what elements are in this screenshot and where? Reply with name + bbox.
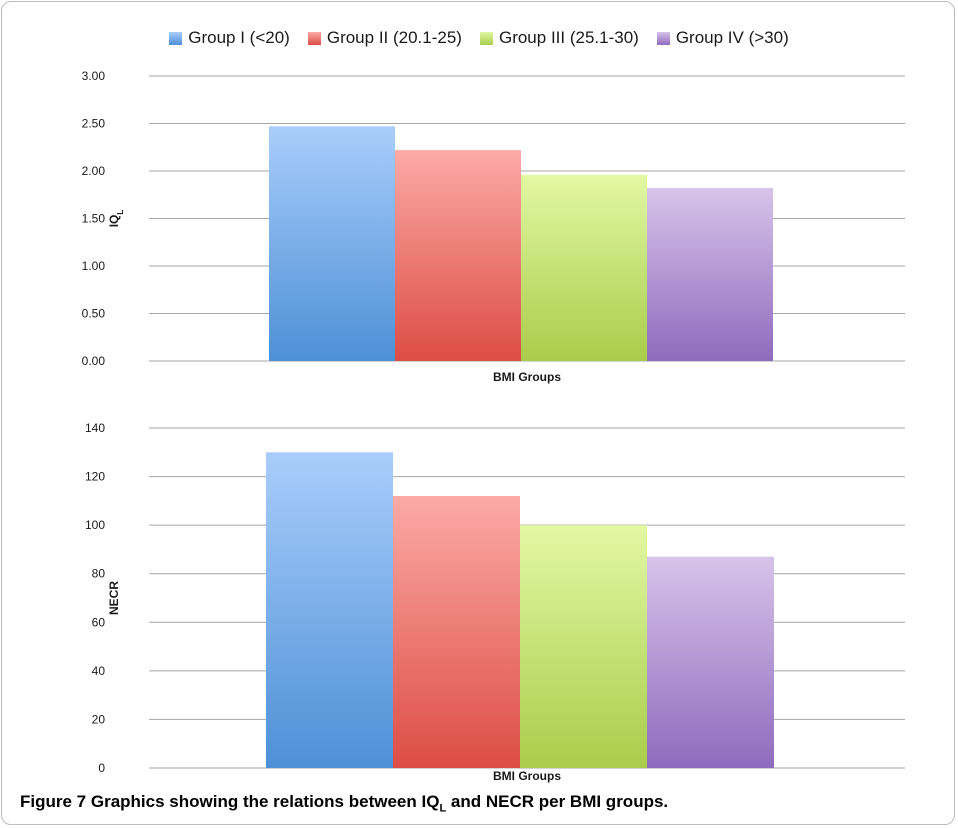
legend-swatch <box>169 31 183 45</box>
caption-text-after: and NECR per BMI groups. <box>450 792 669 811</box>
bar-2 <box>393 496 520 768</box>
y-tick-label: 1.00 <box>82 259 106 273</box>
legend-label: Group I (<20) <box>188 28 290 47</box>
caption-subscript: L <box>439 802 447 815</box>
y-tick-label: 2.50 <box>82 117 106 131</box>
bar-1 <box>266 452 393 768</box>
bar-1 <box>269 126 395 361</box>
x-axis-title: BMI Groups <box>493 769 561 783</box>
y-tick-label: 60 <box>92 615 106 629</box>
y-tick-label: 100 <box>85 518 105 532</box>
caption-text-before: Graphics showing the relations between I… <box>90 792 440 811</box>
legend-item: Group II (20.1-25) <box>307 26 462 50</box>
y-tick-label: 20 <box>92 712 106 726</box>
bar-3 <box>520 525 647 768</box>
caption-prefix: Figure 7 <box>20 792 87 811</box>
legend-label: Group IV (>30) <box>675 28 789 47</box>
legend-item: Group IV (>30) <box>656 26 789 50</box>
y-tick-label: 1.50 <box>82 212 106 226</box>
y-tick-label: 0 <box>98 761 105 775</box>
chart-legend: Group I (<20) Group II (20.1-25) Group III… <box>0 26 958 50</box>
legend-swatch <box>479 31 493 45</box>
y-tick-label: 80 <box>92 567 106 581</box>
y-tick-label: 0.00 <box>82 354 106 368</box>
y-tick-label: 140 <box>85 421 105 435</box>
bar-4 <box>647 188 773 361</box>
y-tick-label: 3.00 <box>82 69 106 83</box>
x-axis-title: BMI Groups <box>493 370 561 384</box>
legend-item: Group I (<20) <box>169 26 290 50</box>
y-tick-label: 40 <box>92 664 106 678</box>
y-tick-label: 0.50 <box>82 307 106 321</box>
y-tick-label: 120 <box>85 470 105 484</box>
bar-4 <box>647 556 774 768</box>
y-axis-title: IQL <box>107 210 125 228</box>
legend-label: Group III (25.1-30) <box>498 28 639 47</box>
legend-swatch <box>307 31 321 45</box>
y-tick-label: 2.00 <box>82 164 106 178</box>
legend-item: Group III (25.1-30) <box>479 26 639 50</box>
bar-2 <box>395 150 521 361</box>
legend-swatch <box>656 31 670 45</box>
y-axis-title: NECR <box>107 581 121 615</box>
bar-3 <box>521 174 647 361</box>
figure-caption: Figure 7 Graphics showing the relations … <box>20 792 668 814</box>
legend-label: Group II (20.1-25) <box>326 28 462 47</box>
